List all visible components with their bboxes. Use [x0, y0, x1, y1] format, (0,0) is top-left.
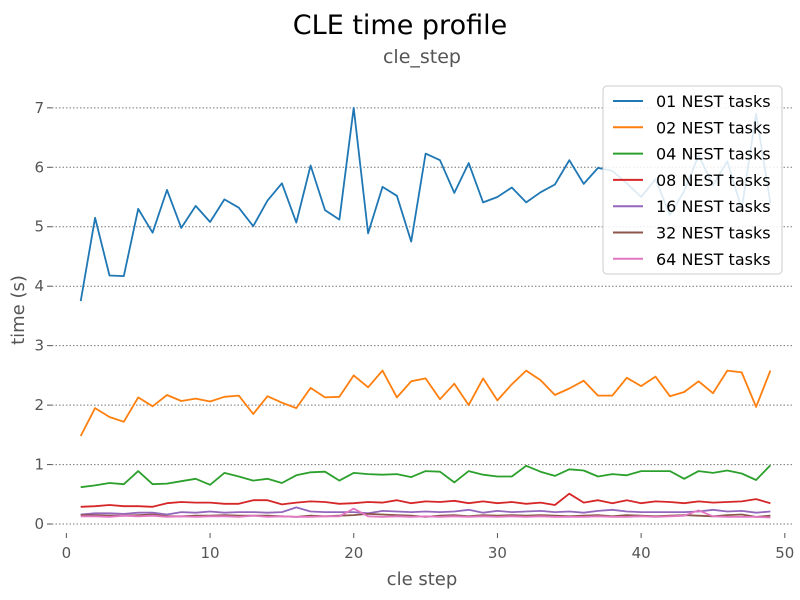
y-axis-label: time (s) — [8, 275, 29, 345]
legend-box — [602, 85, 783, 275]
legend-label: 08 NEST tasks — [656, 171, 771, 190]
x-tick-label: 30 — [488, 544, 507, 562]
y-tick-label: 6 — [34, 158, 44, 176]
x-tick-label: 40 — [632, 544, 651, 562]
legend-label: 32 NEST tasks — [656, 224, 771, 243]
x-tick-label: 0 — [62, 544, 72, 562]
series-lines — [79, 106, 772, 519]
series-line-64-nest-tasks — [80, 507, 771, 519]
x-tick-label: 10 — [201, 544, 220, 562]
legend-label: 64 NEST tasks — [656, 250, 771, 269]
y-tick-label: 1 — [34, 456, 44, 474]
legend: 01 NEST tasks 02 NEST tasks 04 NEST tasks 0… — [602, 85, 783, 275]
legend-label: 01 NEST tasks — [656, 92, 771, 111]
x-axis-label: cle step — [387, 569, 458, 590]
y-tick-label: 3 — [34, 337, 44, 355]
y-tick-label: 5 — [34, 218, 44, 236]
series-line-16-nest-tasks — [80, 506, 771, 516]
series-line-04-nest-tasks — [80, 464, 772, 489]
y-tick-label: 4 — [34, 277, 44, 295]
legend-label: 02 NEST tasks — [656, 118, 771, 137]
axis-ticks: 0 1 2 3 4 5 6 7 0 10 20 30 40 50 — [34, 99, 794, 562]
chart-title: CLE time profile — [293, 10, 507, 41]
series-line-02-nest-tasks — [79, 369, 772, 437]
legend-label: 16 NEST tasks — [656, 197, 771, 216]
y-tick-label: 7 — [34, 99, 44, 117]
chart-subtitle: cle_step — [383, 46, 461, 68]
y-tick-label: 0 — [34, 515, 44, 533]
y-tick-label: 2 — [34, 396, 44, 414]
x-tick-label: 20 — [344, 544, 363, 562]
x-tick-label: 50 — [775, 544, 794, 562]
legend-label: 04 NEST tasks — [656, 145, 771, 164]
series-line-08-nest-tasks — [80, 492, 771, 508]
